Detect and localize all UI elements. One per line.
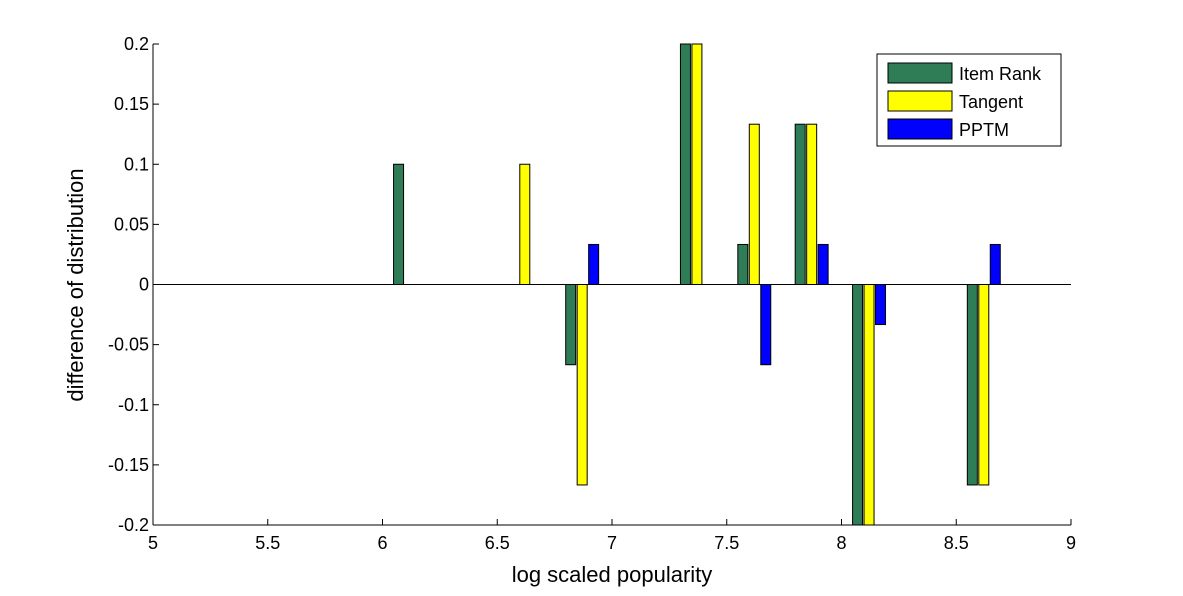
x-tick-label: 8.5 bbox=[944, 533, 969, 553]
bar-tangent-4 bbox=[806, 123, 818, 285]
y-ticks-group: 0.2 0.15 0.1 0.05 0 -0.05 -0.1 -0.15 -0.2 bbox=[108, 34, 159, 535]
bar-pptm-2 bbox=[817, 243, 829, 286]
legend-swatch-tangent bbox=[887, 90, 953, 112]
y-axis-label: difference of distribution bbox=[63, 168, 88, 401]
bar-pptm-1 bbox=[760, 284, 772, 366]
legend-swatch-item-rank bbox=[887, 62, 953, 84]
bar-item-rank-1 bbox=[565, 284, 577, 366]
bar-pptm-4 bbox=[989, 243, 1001, 286]
bar-item-rank-4 bbox=[794, 123, 806, 285]
bar-pptm-0 bbox=[588, 243, 600, 286]
x-tick-label: 6 bbox=[377, 533, 387, 553]
bar-tangent-2 bbox=[691, 43, 703, 285]
x-tick-label: 7 bbox=[607, 533, 617, 553]
y-tick-label: -0.05 bbox=[108, 335, 149, 355]
legend-swatch-pptm bbox=[887, 118, 953, 140]
x-tick-label: 5 bbox=[148, 533, 158, 553]
legend-label: Tangent bbox=[959, 92, 1023, 112]
legend-label: Item Rank bbox=[959, 64, 1042, 84]
bar-tangent-6 bbox=[978, 284, 990, 486]
bar-item-rank-3 bbox=[737, 243, 749, 286]
y-tick-label: 0.15 bbox=[114, 94, 149, 114]
bar-pptm-3 bbox=[875, 284, 887, 326]
y-tick-label: -0.2 bbox=[118, 515, 149, 535]
y-tick-label: 0.1 bbox=[124, 154, 149, 174]
bar-item-rank-5 bbox=[852, 284, 864, 526]
x-tick-label: 6.5 bbox=[485, 533, 510, 553]
y-tick-label: -0.15 bbox=[108, 455, 149, 475]
y-tick-label: -0.1 bbox=[118, 395, 149, 415]
y-tick-label: 0 bbox=[139, 275, 149, 295]
legend-label: PPTM bbox=[959, 120, 1009, 140]
bar-tangent-0 bbox=[519, 163, 531, 285]
x-tick-label: 5.5 bbox=[255, 533, 280, 553]
bar-tangent-5 bbox=[863, 284, 875, 526]
y-tick-label: 0.2 bbox=[124, 34, 149, 54]
bar-tangent-1 bbox=[576, 284, 588, 486]
bar-tangent-3 bbox=[748, 123, 760, 285]
y-tick-label: 0.05 bbox=[114, 214, 149, 234]
bar-item-rank-6 bbox=[966, 284, 978, 486]
legend: Item Rank Tangent PPTM bbox=[876, 53, 1062, 147]
x-ticks-group: 5 5.5 6 6.5 7 7.5 8 8.5 9 bbox=[148, 519, 1076, 553]
bar-item-rank-0 bbox=[393, 163, 405, 285]
x-tick-label: 9 bbox=[1066, 533, 1076, 553]
x-tick-label: 7.5 bbox=[714, 533, 739, 553]
bar-item-rank-2 bbox=[679, 43, 691, 285]
x-tick-label: 8 bbox=[836, 533, 846, 553]
x-axis-label: log scaled popularity bbox=[512, 562, 713, 587]
